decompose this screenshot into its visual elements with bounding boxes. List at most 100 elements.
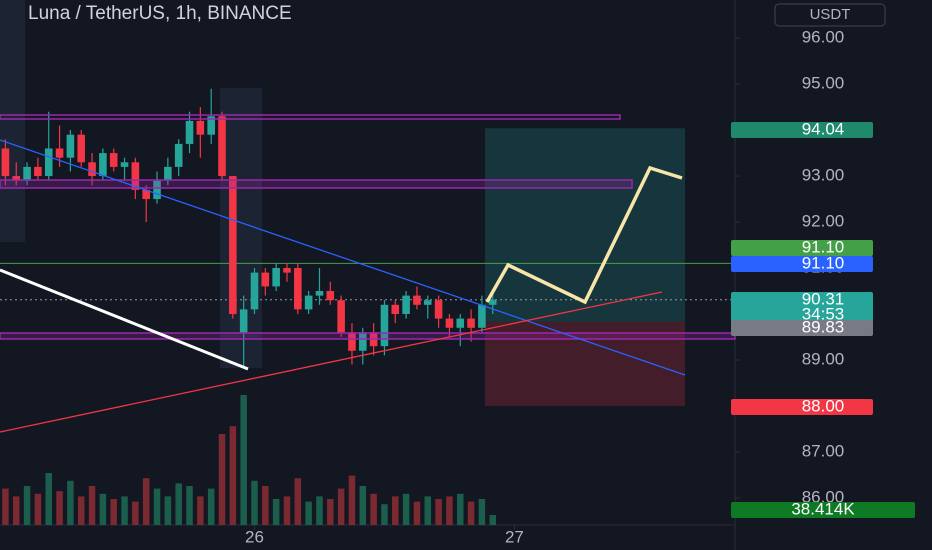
volume-bar: [99, 493, 107, 525]
volume-bar: [435, 499, 442, 525]
volume-bar: [272, 499, 280, 525]
candle-body: [109, 153, 118, 167]
volume-bar: [45, 473, 52, 525]
volume-bar: [402, 493, 410, 525]
candle-body: [337, 300, 345, 333]
candle-body: [423, 300, 432, 305]
candle-body: [315, 291, 324, 296]
resistance-zone: [0, 179, 633, 189]
currency-button-label[interactable]: USDT: [810, 6, 851, 23]
candle-body: [467, 318, 475, 328]
target-zone: [485, 128, 685, 322]
candle-body: [272, 268, 280, 287]
volume-bar: [262, 486, 269, 525]
volume-bar: [283, 496, 291, 525]
price-tag-label: 94.04: [802, 119, 845, 138]
candle-body: [218, 116, 226, 177]
volume-bar: [56, 491, 63, 525]
price-tag-label: 91.10: [802, 253, 845, 272]
volume-bar: [294, 478, 302, 525]
y-tick-label: 93.00: [802, 166, 845, 185]
candle-body: [239, 309, 248, 333]
candle-body: [131, 162, 140, 190]
volume-bar: [197, 496, 204, 525]
volume-bar: [381, 504, 388, 525]
trend-line: [0, 268, 249, 371]
volume-bar: [467, 501, 475, 525]
volume-bar: [240, 395, 247, 525]
candle-body: [413, 295, 421, 305]
candle-body: [34, 166, 42, 177]
volume-bar: [413, 501, 421, 525]
candle-body: [294, 268, 302, 310]
candle-body: [304, 295, 313, 310]
volume-bar: [316, 496, 323, 525]
price-tag: [731, 122, 873, 138]
volume-bar: [88, 486, 96, 525]
resistance-zone: [0, 114, 621, 120]
price-tag: [731, 240, 873, 256]
price-tag-label: 90.31: [802, 289, 845, 308]
candle-body: [261, 272, 270, 287]
candle-body: [229, 176, 237, 314]
price-tag: [731, 292, 873, 322]
volume-bar: [337, 488, 345, 525]
candle-body: [142, 189, 150, 200]
volume-bar: [457, 493, 464, 525]
candle-body: [164, 166, 172, 181]
candle-body: [23, 166, 31, 181]
price-tag: [731, 320, 873, 336]
volume-bar: [207, 488, 215, 525]
volume-bar: [2, 488, 9, 525]
y-tick-label: 86.00: [802, 487, 845, 506]
candle-body: [77, 134, 86, 163]
volume-bar: [424, 496, 432, 525]
candle-body: [99, 153, 107, 177]
currency-button[interactable]: [774, 3, 886, 27]
volume-bar: [218, 434, 226, 525]
candle-body: [153, 180, 161, 200]
candle-body: [66, 134, 75, 158]
volume-bar: [478, 499, 486, 525]
candle-body: [174, 143, 183, 167]
candle-body: [12, 176, 21, 181]
candle-body: [88, 162, 96, 177]
y-tick-label: 89.00: [802, 349, 845, 368]
price-tag-label: 91.10: [802, 237, 845, 256]
volume-bar: [489, 515, 496, 525]
volume-tag: [731, 502, 915, 518]
candle-body: [44, 148, 53, 177]
volume-bar: [142, 478, 150, 525]
candle-body: [456, 318, 465, 328]
candle-body: [207, 116, 215, 135]
price-tag-label: 89.83: [802, 317, 845, 336]
volume-bar: [186, 486, 193, 525]
candle-body: [380, 304, 389, 347]
price-tag-label: 88.00: [802, 396, 845, 415]
price-tag: [731, 399, 873, 415]
candle-body: [348, 332, 356, 351]
candle-body: [1, 148, 10, 177]
candle-body: [488, 299, 497, 305]
countdown: 34:53: [802, 304, 845, 323]
y-tick-label: 95.00: [802, 74, 845, 93]
candle-body: [445, 318, 454, 328]
candle-body: [196, 120, 205, 135]
candle-body: [55, 148, 64, 158]
volume-bar: [77, 496, 85, 525]
volume-bar: [305, 501, 312, 525]
volume-tag-label: 38.414K: [791, 499, 855, 518]
volume-bar: [153, 488, 161, 525]
trend-line: [0, 291, 663, 433]
volume-bar: [370, 493, 377, 525]
candle-body: [434, 300, 443, 319]
x-tick-label: 26: [245, 527, 264, 546]
y-tick-label: 87.00: [802, 441, 845, 460]
candle-body: [283, 268, 291, 273]
volume-bar: [359, 486, 367, 525]
volume-bar: [446, 496, 453, 525]
support-zone: [0, 332, 736, 340]
